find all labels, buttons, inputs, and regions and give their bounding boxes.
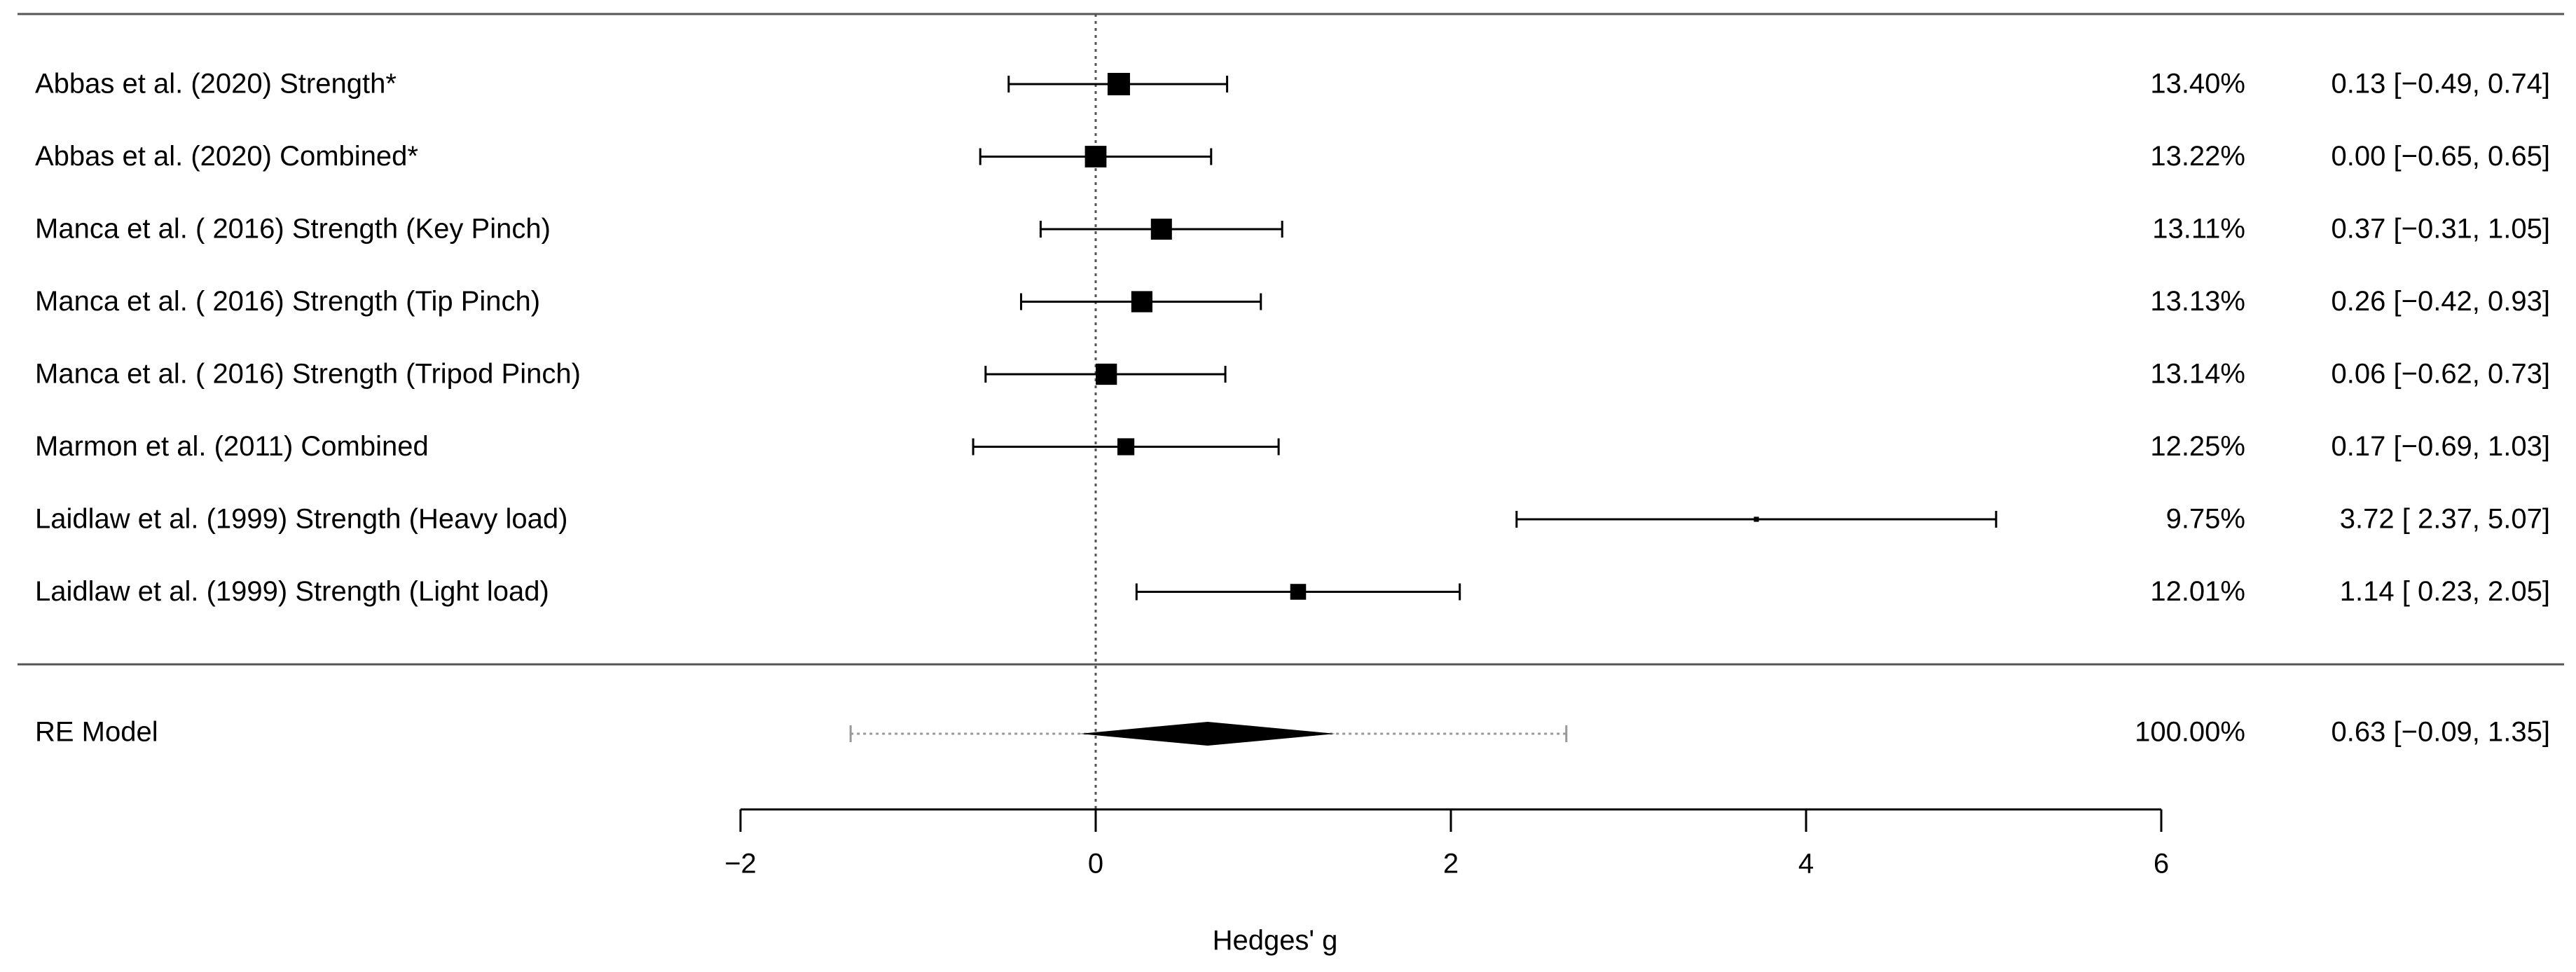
x-tick-label: 4 xyxy=(1798,849,1814,879)
effect-size-marker xyxy=(1117,438,1135,456)
x-tick-label: 0 xyxy=(1088,849,1103,879)
study-label: Abbas et al. (2020) Combined* xyxy=(35,141,418,172)
x-tick-label: 2 xyxy=(1443,849,1459,879)
study-row: Marmon et al. (2011) Combined 12.25% 0.17 … xyxy=(35,431,2550,462)
study-label: Abbas et al. (2020) Strength* xyxy=(35,69,397,100)
study-rows: Abbas et al. (2020) Strength* 13.40% 0.13 … xyxy=(35,69,2550,608)
study-row: Manca et al. ( 2016) Strength (Tip Pinch… xyxy=(35,286,2550,317)
study-estimate-ci: 1.14 [ 0.23, 2.05] xyxy=(2340,576,2550,607)
study-estimate-ci: 0.37 [−0.31, 1.05] xyxy=(2332,214,2550,245)
study-row: Laidlaw et al. (1999) Strength (Heavy lo… xyxy=(35,504,2550,535)
study-estimate-ci: 3.72 [ 2.37, 5.07] xyxy=(2340,504,2550,535)
x-axis: −2 0 2 4 6 xyxy=(724,808,2169,879)
study-weight: 13.11% xyxy=(2152,214,2245,245)
study-label: Manca et al. ( 2016) Strength (Key Pinch… xyxy=(35,214,551,245)
effect-size-marker xyxy=(1290,584,1307,600)
effect-size-marker xyxy=(1084,146,1107,167)
x-tick-label: −2 xyxy=(724,849,757,879)
effect-size-marker xyxy=(1096,363,1117,385)
study-estimate-ci: 0.13 [−0.49, 0.74] xyxy=(2332,69,2550,100)
study-estimate-ci: 0.17 [−0.69, 1.03] xyxy=(2332,431,2550,462)
study-label: Laidlaw et al. (1999) Strength (Light lo… xyxy=(35,576,549,607)
x-tick-label: 6 xyxy=(2154,849,2169,879)
effect-size-marker xyxy=(1754,516,1759,522)
study-row: Abbas et al. (2020) Strength* 13.40% 0.13 … xyxy=(35,69,2550,100)
summary-estimate-ci: 0.63 [−0.09, 1.35] xyxy=(2332,717,2550,748)
study-label: Marmon et al. (2011) Combined xyxy=(35,431,429,462)
study-label: Laidlaw et al. (1999) Strength (Heavy lo… xyxy=(35,504,567,535)
study-weight: 13.22% xyxy=(2150,141,2245,172)
study-estimate-ci: 0.26 [−0.42, 0.93] xyxy=(2332,286,2550,317)
study-weight: 12.25% xyxy=(2150,431,2245,462)
study-label: Manca et al. ( 2016) Strength (Tip Pinch… xyxy=(35,286,540,317)
effect-size-marker xyxy=(1107,73,1130,95)
summary-row: RE Model 100.00% 0.63 [−0.09, 1.35] xyxy=(35,717,2550,748)
study-row: Abbas et al. (2020) Combined* 13.22% 0.00 … xyxy=(35,141,2550,172)
summary-weight: 100.00% xyxy=(2135,717,2245,748)
study-weight: 9.75% xyxy=(2166,504,2245,535)
study-label: Manca et al. ( 2016) Strength (Tripod Pi… xyxy=(35,359,581,390)
study-weight: 12.01% xyxy=(2150,576,2245,607)
effect-size-marker xyxy=(1131,291,1152,313)
study-row: Manca et al. ( 2016) Strength (Key Pinch… xyxy=(35,214,2550,245)
study-row: Manca et al. ( 2016) Strength (Tripod Pi… xyxy=(35,359,2550,390)
study-weight: 13.14% xyxy=(2150,359,2245,390)
study-estimate-ci: 0.00 [−0.65, 0.65] xyxy=(2332,141,2550,172)
effect-size-marker xyxy=(1150,218,1172,240)
summary-diamond xyxy=(1080,722,1336,746)
summary-label: RE Model xyxy=(35,717,158,748)
x-axis-label: Hedges' g xyxy=(1213,925,1338,956)
study-weight: 13.40% xyxy=(2150,69,2245,100)
study-estimate-ci: 0.06 [−0.62, 0.73] xyxy=(2332,359,2550,390)
study-row: Laidlaw et al. (1999) Strength (Light lo… xyxy=(35,576,2550,607)
study-weight: 13.13% xyxy=(2150,286,2245,317)
